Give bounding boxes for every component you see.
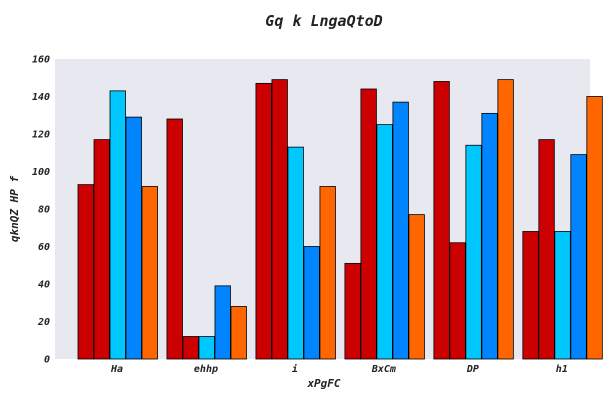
bar xyxy=(465,144,482,360)
x-tick-label: ehhp xyxy=(194,364,218,375)
bar-series xyxy=(77,79,603,360)
y-axis-label: qknQZ HP f xyxy=(8,176,21,243)
y-tick-label: 0 xyxy=(44,355,50,366)
x-tick-label: i xyxy=(292,363,298,375)
x-tick-label: Ha xyxy=(110,364,123,375)
bar xyxy=(77,184,94,360)
y-axis-ticks: 0 20 40 60 80 100 120 140 160 xyxy=(32,55,50,366)
y-tick-label: 140 xyxy=(32,92,50,103)
bar xyxy=(433,81,450,360)
x-tick-label: BxCm xyxy=(371,364,396,375)
bar xyxy=(271,79,288,360)
bar xyxy=(109,90,126,360)
bar xyxy=(303,246,320,360)
bar xyxy=(392,101,409,360)
bar xyxy=(481,112,498,360)
bar xyxy=(198,336,215,360)
y-tick-label: 40 xyxy=(38,280,50,291)
y-tick-label: 60 xyxy=(38,242,50,253)
bar xyxy=(125,116,142,360)
x-axis-label: xPgFC xyxy=(306,377,340,390)
y-tick-label: 80 xyxy=(38,205,50,216)
y-tick-label: 20 xyxy=(37,317,50,328)
bar xyxy=(570,154,587,360)
bar xyxy=(360,88,377,360)
bar xyxy=(376,124,393,360)
chart-title: Gq k LngaQtoD xyxy=(265,12,382,30)
x-tick-label: DP xyxy=(466,364,479,375)
y-tick-label: 160 xyxy=(32,55,50,66)
bar xyxy=(449,242,466,360)
bar xyxy=(538,139,555,360)
x-axis-ticks: Ha ehhp i BxCm DP h1 xyxy=(110,363,568,375)
bar xyxy=(554,231,571,360)
bar xyxy=(522,231,539,360)
x-tick-label: h1 xyxy=(556,364,568,375)
bar xyxy=(586,96,603,360)
bar xyxy=(344,262,361,360)
bar xyxy=(255,82,272,360)
bar xyxy=(497,79,514,360)
y-tick-label: 100 xyxy=(32,167,50,178)
bar xyxy=(319,186,336,360)
bar xyxy=(141,186,158,360)
y-tick-label: 120 xyxy=(32,130,50,141)
bar xyxy=(230,306,247,360)
bar xyxy=(93,139,110,360)
bar xyxy=(166,118,183,360)
bar xyxy=(214,285,231,360)
bar xyxy=(287,146,304,360)
bar xyxy=(182,336,199,360)
bar xyxy=(408,214,425,360)
